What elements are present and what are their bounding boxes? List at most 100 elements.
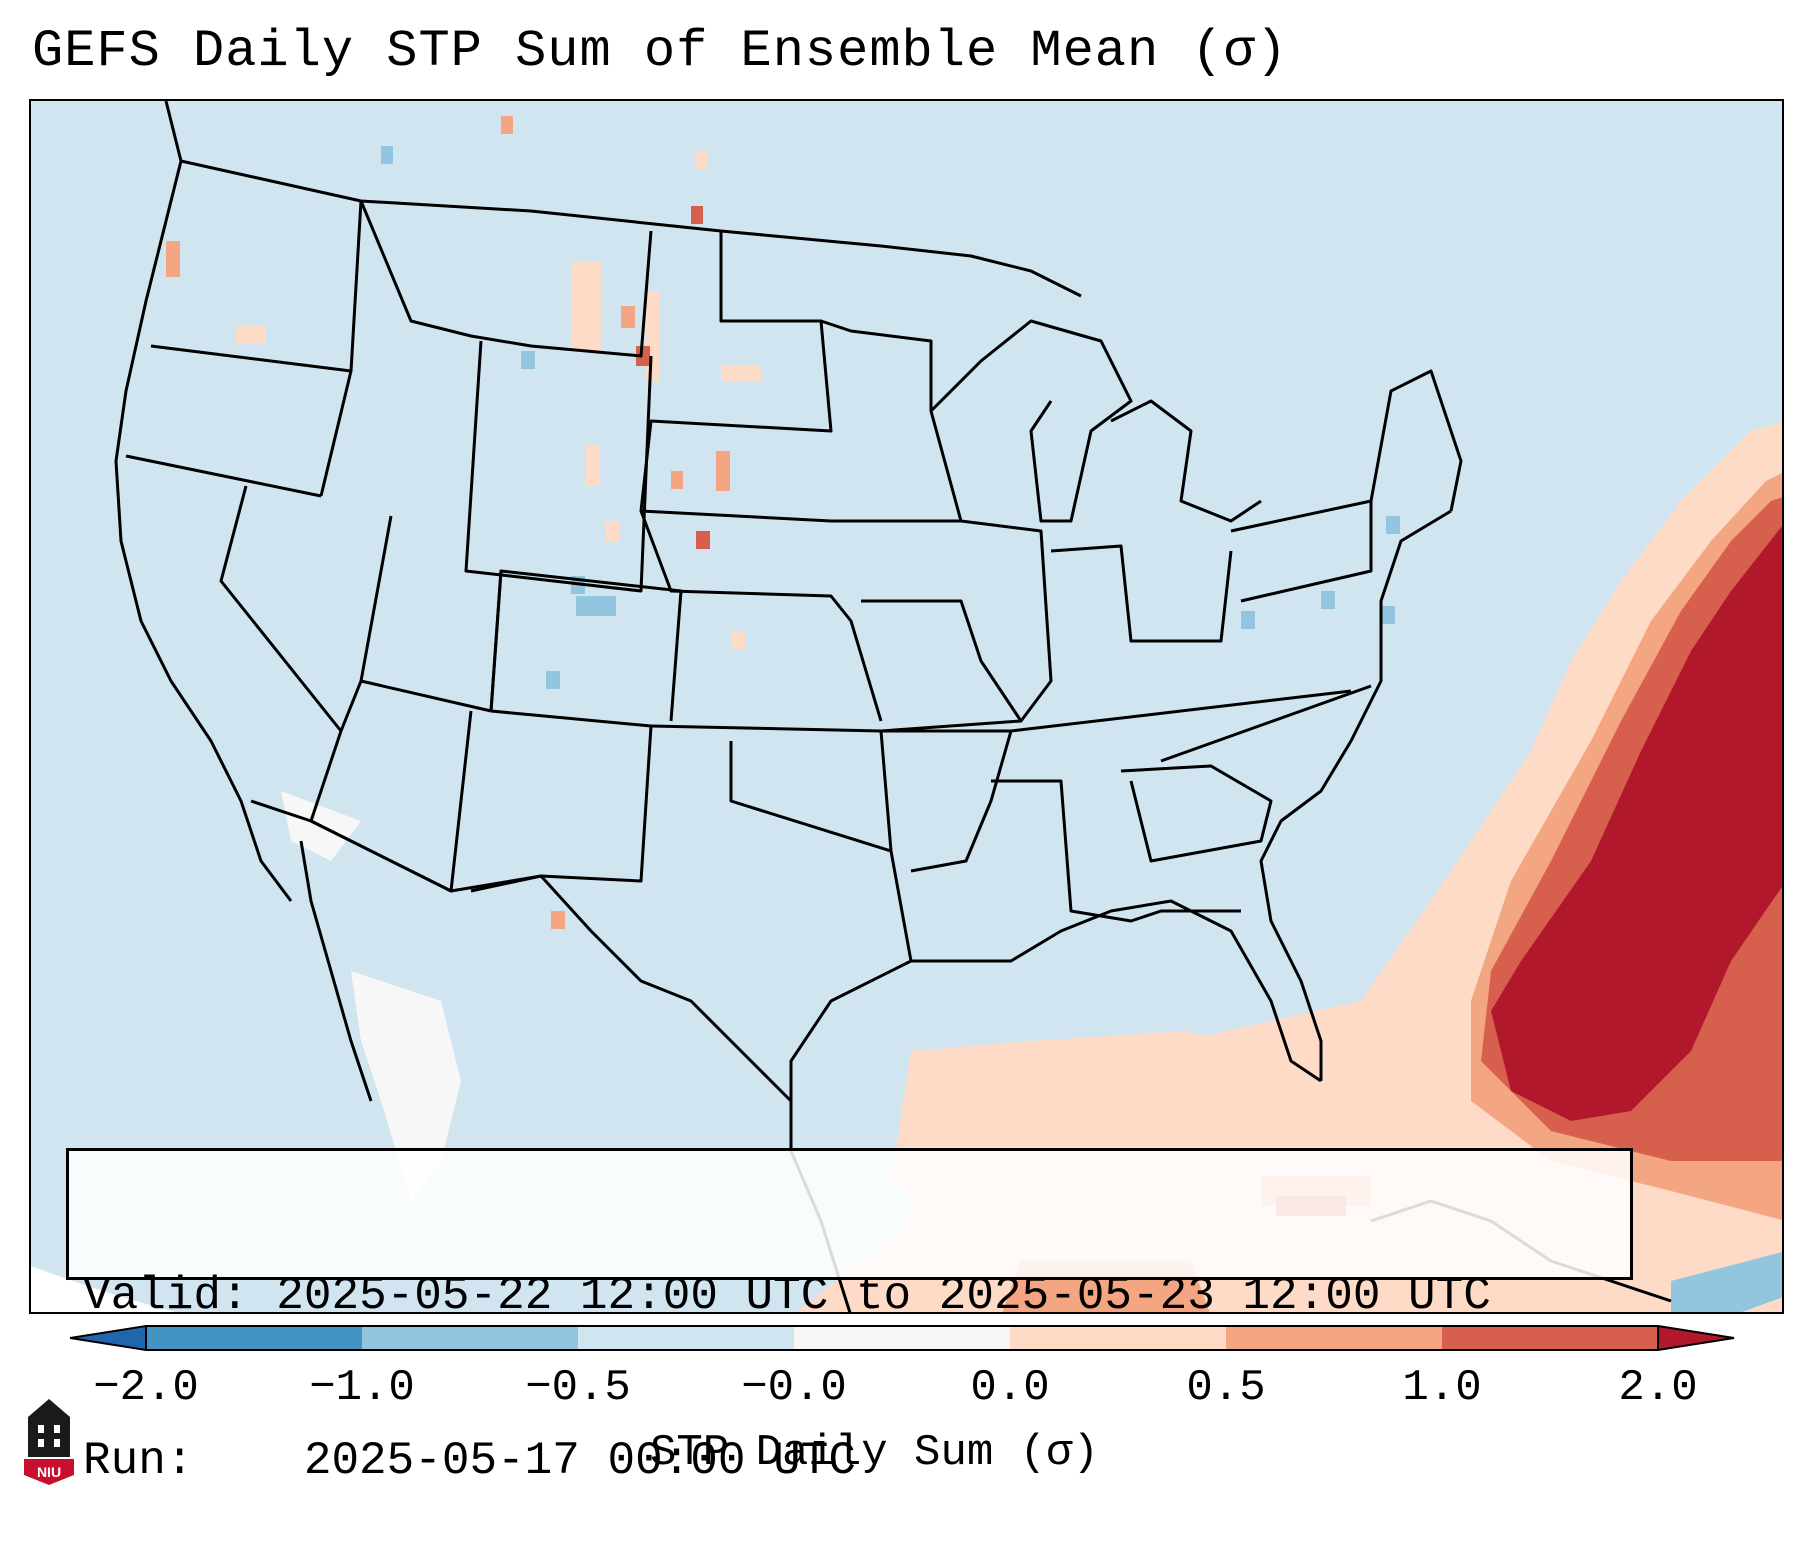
anomaly-pixel [1381,606,1395,624]
map-panel [29,99,1784,1314]
logo-window [54,1425,60,1433]
logo-window [38,1439,44,1447]
colorbar-bin [362,1326,579,1350]
border-mo [861,599,1023,733]
border-oh [1050,544,1233,643]
anomaly-pixel [606,521,620,541]
gulf-coast [911,899,1322,1083]
anomaly-pixel [381,146,393,164]
colorbar-bin [794,1326,1011,1350]
colorbar-tick-label: 0.0 [970,1363,1050,1413]
run-value: 2025-05-17 00:00 UTC [303,1435,856,1487]
colorbar-tick-label: −0.0 [741,1363,847,1413]
anomaly-pixel [696,531,710,549]
anomaly-pixel [636,346,650,366]
validity-info-box: Valid: 2025-05-22 12:00 UTC to 2025-05-2… [66,1148,1633,1487]
logo-shield [24,1459,74,1485]
niu-logo: NIU [24,1399,74,1485]
colorbar-tick-label: −2.0 [93,1363,199,1413]
anomaly-pixel [691,206,703,224]
border-az-ut [360,679,492,713]
anomaly-pixel [501,116,513,134]
anomaly-pixel [576,596,616,616]
border-wa-or [150,344,352,373]
border-or-ca [125,454,322,498]
border-ar-la [881,729,1013,873]
anomaly-pixel [716,451,730,491]
valid-value: 2025-05-22 12:00 UTC to 2025-05-23 12:00… [276,1270,1491,1322]
anomaly-pixel [1321,591,1335,609]
colorbar-label: STP Daily Sum (σ) [650,1428,1099,1478]
valid-label: Valid: [83,1270,249,1322]
anomaly-field [281,422,1782,1312]
colorbar-bin [146,1326,363,1350]
anomaly-pixel [646,291,660,381]
anomaly-pixel [1241,611,1255,629]
anomaly-pixel [521,351,535,369]
colorbar-bin [578,1326,795,1350]
canada-border [180,159,1082,298]
anomaly-pixel [621,306,635,328]
logo-text: NIU [37,1464,61,1480]
logo-window [38,1425,44,1433]
anomaly-fill-mexico-white [351,971,461,1201]
run-label: Run: [83,1435,194,1487]
anomaly-fill-caribbean-blue [1671,1252,1782,1312]
colorbar-extend-min [70,1324,147,1352]
border-ne-ks [639,510,883,722]
anomaly-pixel [721,366,761,382]
anomaly-pixels [166,116,1400,929]
valid-row: Valid: 2025-05-22 12:00 UTC to 2025-05-2… [83,1269,1630,1324]
anomaly-pixel [671,471,683,489]
anomaly-pixel [696,151,708,169]
border-co-ks [489,569,683,722]
border-mn-ia [820,319,963,523]
border-nv-ut [359,515,393,682]
border-mt [359,200,653,358]
logo-window [54,1439,60,1447]
colorbar-tick-label: −1.0 [309,1363,415,1413]
anomaly-pixel [571,261,601,351]
anomaly-pixel [731,631,745,649]
colorbar-tick-label: 1.0 [1402,1363,1482,1413]
logo-tower-icon [28,1399,70,1457]
border-wy [464,340,653,593]
anomaly-pixel [166,241,180,277]
border-tx-gulf [789,850,913,1121]
state-borders [114,101,1672,1312]
colorbar-bin [1442,1326,1659,1350]
baja-coast [299,840,373,1102]
run-row: Run: 2025-05-17 00:00 UTC [83,1434,1630,1489]
anomaly-pixel [546,671,560,689]
east-coast [1259,509,1452,1081]
map-canvas [31,101,1782,1312]
west-coast [114,101,293,902]
colorbar-tick-label: 0.5 [1186,1363,1266,1413]
anomaly-pixel [586,446,600,486]
border-sc-ga [1120,764,1273,863]
border-id-east [319,200,363,497]
border-nm [470,709,653,893]
chart-title: GEFS Daily STP Sum of Ensemble Mean (σ) [32,22,1288,81]
border-mexico [250,799,793,1103]
colorbar-tick-label: −0.5 [525,1363,631,1413]
colorbar-tick-label: 2.0 [1618,1363,1698,1413]
border-va-nc [1160,684,1372,763]
border-pa-ny [1230,499,1373,603]
lake-huron-erie [1110,399,1262,523]
off-domain-area [31,1266,176,1312]
colorbar [70,1324,1735,1352]
border-tn-ky [1010,689,1352,733]
great-lakes [929,319,1133,523]
anomaly-pixel [236,326,266,344]
colorbar-extend-max [1657,1324,1735,1352]
colorbar-bin [1010,1326,1227,1350]
border-ok [650,724,893,853]
border-ca-nv [219,485,343,732]
colorbar-outline [145,1325,1659,1351]
colorbar-bin [1226,1326,1443,1350]
border-il-in [960,519,1053,722]
anomaly-pixel [1386,516,1400,534]
border-new-england [1369,369,1463,512]
anomaly-pixel [551,911,565,929]
